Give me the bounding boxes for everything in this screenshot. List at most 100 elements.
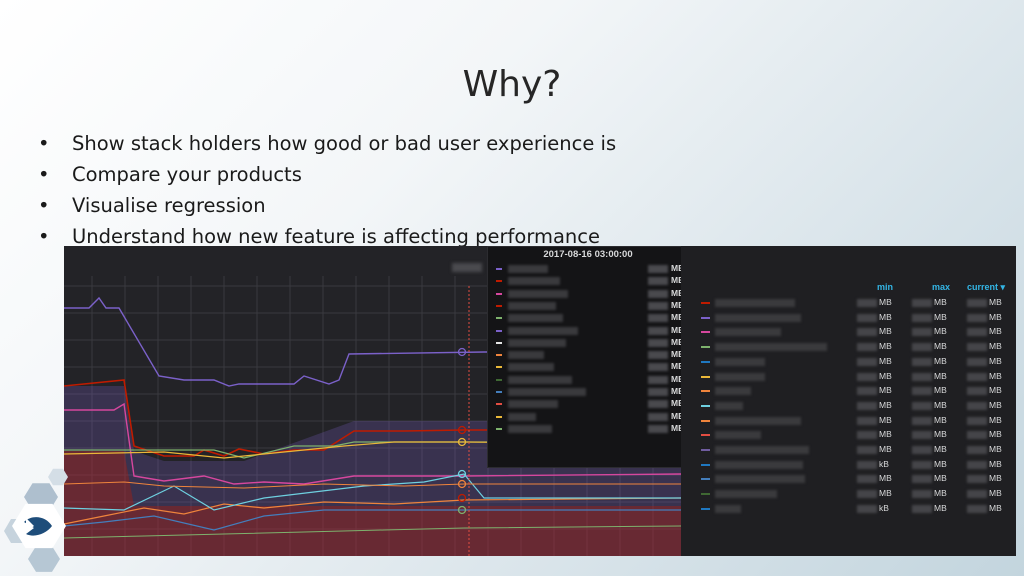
current-unit: MB xyxy=(989,458,1002,469)
hover-point-marker xyxy=(457,493,467,503)
bullet-item: • Show stack holders how good or bad user… xyxy=(38,128,616,159)
series-line-blue xyxy=(64,509,681,531)
legend-header-min[interactable]: min xyxy=(877,282,894,292)
current-unit: MB xyxy=(989,297,1002,307)
tooltip-row: MB xyxy=(488,398,688,410)
current-unit: MB xyxy=(989,385,1002,396)
series-unit: MB xyxy=(671,299,685,310)
blurred-max-value xyxy=(912,313,932,322)
legend-row[interactable]: MB MB MB xyxy=(681,487,1016,501)
legend-row[interactable]: MB MB MB xyxy=(681,355,1016,369)
blurred-series-name xyxy=(715,357,765,366)
blurred-series-value xyxy=(648,388,668,396)
blurred-min-value xyxy=(857,372,877,381)
hover-point-marker xyxy=(457,437,467,447)
blurred-max-value xyxy=(912,328,932,337)
bullet-text: Understand how new feature is affecting … xyxy=(72,225,601,248)
min-unit: kB xyxy=(879,458,889,469)
blurred-max-value xyxy=(912,416,932,425)
max-unit: MB xyxy=(934,502,947,513)
tooltip-timestamp: 2017-08-16 03:00:00 xyxy=(543,249,633,260)
legend-row[interactable]: kB MB MB xyxy=(681,502,1016,516)
series-color-swatch xyxy=(496,403,502,406)
legend-row[interactable]: MB MB MB xyxy=(681,311,1016,325)
blurred-current-value xyxy=(967,372,987,381)
min-unit: MB xyxy=(879,414,892,425)
legend-row[interactable]: MB MB MB xyxy=(681,414,1016,428)
tooltip-row: MB xyxy=(488,263,688,275)
legend-row[interactable]: MB MB MB xyxy=(681,370,1016,384)
hover-point-marker xyxy=(457,505,467,515)
max-unit: MB xyxy=(934,473,947,484)
blurred-max-value xyxy=(912,460,932,469)
min-unit: MB xyxy=(879,297,892,307)
legend-row[interactable]: MB MB MB xyxy=(681,428,1016,442)
blurred-series-name xyxy=(508,424,552,433)
series-line-pink xyxy=(64,402,681,485)
series-color-swatch xyxy=(496,317,502,320)
series-line-red xyxy=(64,379,681,457)
blurred-current-value xyxy=(967,387,987,396)
blurred-series-name xyxy=(508,363,554,372)
blurred-current-value xyxy=(967,431,987,440)
max-unit: MB xyxy=(934,297,947,307)
series-unit: MB xyxy=(671,386,685,396)
blurred-min-value xyxy=(857,416,877,425)
series-color-swatch xyxy=(496,304,502,307)
blurred-series-name xyxy=(715,372,765,381)
bullet-glyph: • xyxy=(38,163,50,186)
blurred-series-value xyxy=(648,351,668,360)
blurred-min-value xyxy=(857,343,877,352)
min-unit: kB xyxy=(879,502,889,513)
blurred-current-value xyxy=(967,357,987,366)
blurred-series-name xyxy=(715,343,827,352)
legend-row[interactable]: MB MB MB xyxy=(681,472,1016,486)
bullet-glyph: • xyxy=(38,194,50,217)
graph-legend: min max current ▾ MB MB MB MB MB MB MB MB MB MB MB… xyxy=(681,246,1016,556)
series-unit: MB xyxy=(671,336,685,347)
blurred-series-name xyxy=(715,475,805,484)
blurred-series-name xyxy=(508,314,563,323)
tooltip-row: MB xyxy=(488,386,688,398)
legend-row[interactable]: MB MB MB xyxy=(681,325,1016,339)
legend-header-max[interactable]: max xyxy=(932,282,951,292)
series-color-swatch xyxy=(701,316,710,319)
series-color-swatch xyxy=(701,463,710,466)
current-unit: MB xyxy=(989,355,1002,366)
series-color-swatch xyxy=(496,268,502,270)
legend-header-current[interactable]: current ▾ xyxy=(967,282,1006,292)
legend-row[interactable]: MB MB MB xyxy=(681,384,1016,398)
hover-point-marker xyxy=(457,347,467,357)
current-unit: MB xyxy=(989,311,1002,322)
series-color-swatch xyxy=(496,415,502,418)
blurred-current-value xyxy=(967,401,987,410)
bullet-item: • Compare your products xyxy=(38,159,616,190)
max-unit: MB xyxy=(934,341,947,352)
series-color-swatch xyxy=(701,493,710,496)
series-color-swatch xyxy=(701,507,710,510)
tooltip-row: MB xyxy=(488,423,688,435)
max-unit: MB xyxy=(934,458,947,469)
series-line-yellow xyxy=(64,441,681,459)
bullet-text: Compare your products xyxy=(72,163,302,186)
blurred-min-value xyxy=(857,460,877,469)
blurred-series-name xyxy=(715,504,741,513)
series-color-swatch xyxy=(701,478,710,481)
series-line-purple xyxy=(64,296,681,387)
legend-row[interactable]: MB MB MB xyxy=(681,340,1016,354)
min-unit: MB xyxy=(879,444,892,454)
decorative-hexagon xyxy=(28,546,60,572)
blurred-series-name xyxy=(715,401,743,410)
legend-row[interactable]: MB MB MB xyxy=(681,443,1016,457)
series-color-swatch xyxy=(496,366,502,369)
max-unit: MB xyxy=(934,355,947,366)
min-unit: MB xyxy=(879,488,892,499)
series-unit: MB xyxy=(671,349,685,360)
legend-row[interactable]: MB MB MB xyxy=(681,296,1016,310)
legend-row[interactable]: kB MB MB xyxy=(681,458,1016,472)
blurred-series-name xyxy=(508,338,566,347)
max-unit: MB xyxy=(934,399,947,410)
max-unit: MB xyxy=(934,370,947,381)
bullet-glyph: • xyxy=(38,132,50,155)
legend-row[interactable]: MB MB MB xyxy=(681,399,1016,413)
